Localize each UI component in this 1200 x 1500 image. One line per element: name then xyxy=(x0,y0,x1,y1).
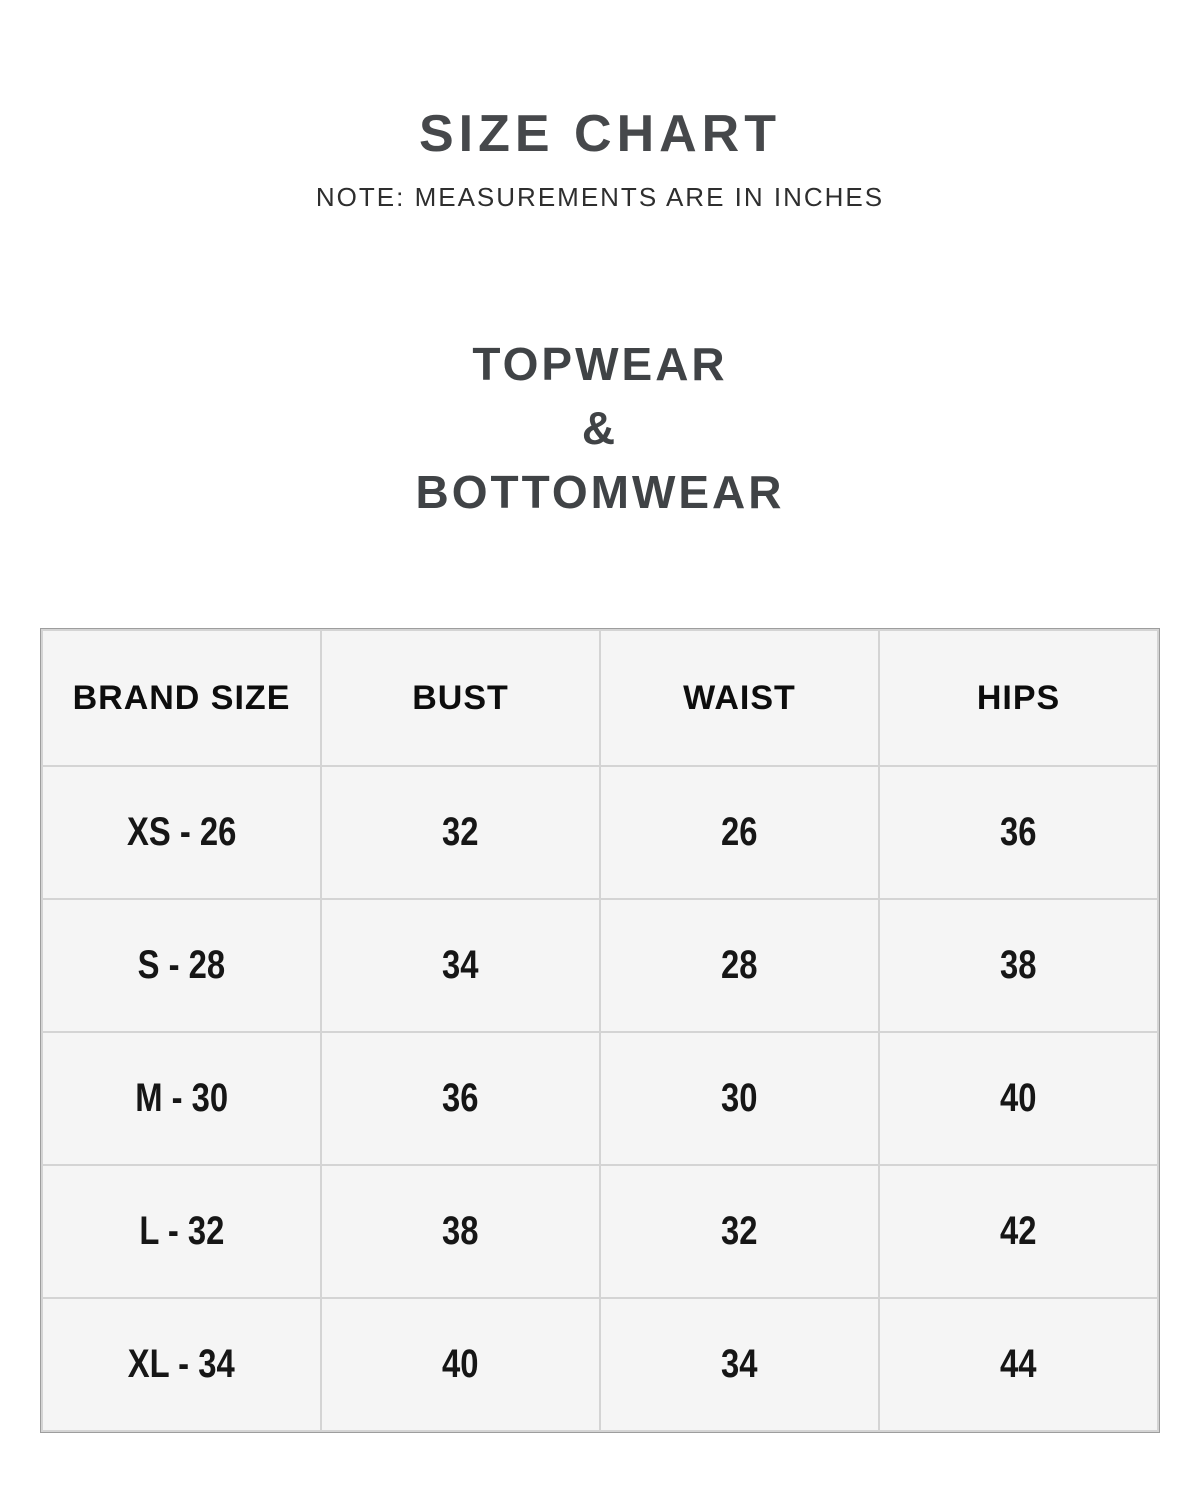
category-heading: TOPWEAR & BOTTOMWEAR xyxy=(0,332,1200,524)
cell-value: M - 30 xyxy=(135,1076,228,1120)
table-cell: 40 xyxy=(878,1031,1159,1166)
table-cell: 44 xyxy=(878,1297,1159,1432)
cell-value: XS - 26 xyxy=(126,810,237,854)
column-header-brand-size: BRAND SIZE xyxy=(41,629,322,767)
table-cell: 26 xyxy=(599,765,880,900)
cell-value: 26 xyxy=(721,810,758,854)
table-cell: 34 xyxy=(599,1297,880,1432)
cell-value: 42 xyxy=(1000,1209,1037,1253)
cell-value: 44 xyxy=(1000,1342,1037,1386)
table-body: XS - 26 32 26 36 S - 28 34 28 38 M - 30 … xyxy=(41,765,1159,1432)
table-cell: 42 xyxy=(878,1164,1159,1299)
table-cell: 36 xyxy=(320,1031,601,1166)
cell-value: 36 xyxy=(442,1076,479,1120)
table-cell: 38 xyxy=(878,898,1159,1033)
table-cell: 30 xyxy=(599,1031,880,1166)
cell-value: 34 xyxy=(721,1342,758,1386)
table-cell: 32 xyxy=(320,765,601,900)
cell-value: 40 xyxy=(442,1342,479,1386)
cell-value: 36 xyxy=(1000,810,1037,854)
column-header-bust: BUST xyxy=(320,629,601,767)
cell-value: 34 xyxy=(442,943,479,987)
table-row-s: S - 28 34 28 38 xyxy=(41,898,1159,1033)
table-row-xs: XS - 26 32 26 36 xyxy=(41,765,1159,900)
category-line-topwear: TOPWEAR xyxy=(472,338,728,390)
cell-value: 38 xyxy=(1000,943,1037,987)
header-row: BRAND SIZE BUST WAIST HIPS xyxy=(41,629,1159,767)
cell-value: L - 32 xyxy=(138,1209,225,1253)
table-cell: S - 28 xyxy=(41,898,322,1033)
column-header-waist: WAIST xyxy=(599,629,880,767)
table-cell: L - 32 xyxy=(41,1164,322,1299)
category-line-bottomwear: BOTTOMWEAR xyxy=(415,466,785,518)
cell-value: 32 xyxy=(721,1209,758,1253)
table-cell: 40 xyxy=(320,1297,601,1432)
table-cell: 36 xyxy=(878,765,1159,900)
table-cell: XL - 34 xyxy=(41,1297,322,1432)
cell-value: 30 xyxy=(721,1076,758,1120)
cell-value: 28 xyxy=(721,943,758,987)
size-table-wrap: BRAND SIZE BUST WAIST HIPS XS - 26 32 26… xyxy=(40,628,1160,1433)
cell-value: XL - 34 xyxy=(128,1342,235,1386)
column-header-hips: HIPS xyxy=(878,629,1159,767)
category-line-ampersand: & xyxy=(581,402,619,454)
cell-value: S - 28 xyxy=(137,943,226,987)
table-row-l: L - 32 38 32 42 xyxy=(41,1164,1159,1299)
size-table: BRAND SIZE BUST WAIST HIPS XS - 26 32 26… xyxy=(41,629,1159,1432)
table-cell: 34 xyxy=(320,898,601,1033)
table-cell: 32 xyxy=(599,1164,880,1299)
cell-value: 38 xyxy=(442,1209,479,1253)
measurement-note: NOTE: MEASUREMENTS ARE IN INCHES xyxy=(315,182,885,212)
table-cell: 38 xyxy=(320,1164,601,1299)
page-title: SIZE CHART xyxy=(419,105,781,163)
table-row-m: M - 30 36 30 40 xyxy=(41,1031,1159,1166)
table-cell: XS - 26 xyxy=(41,765,322,900)
table-cell: 28 xyxy=(599,898,880,1033)
table-row-xl: XL - 34 40 34 44 xyxy=(41,1297,1159,1432)
table-cell: M - 30 xyxy=(41,1031,322,1166)
cell-value: 40 xyxy=(1000,1076,1037,1120)
cell-value: 32 xyxy=(442,810,479,854)
table-header: BRAND SIZE BUST WAIST HIPS xyxy=(41,629,1159,767)
